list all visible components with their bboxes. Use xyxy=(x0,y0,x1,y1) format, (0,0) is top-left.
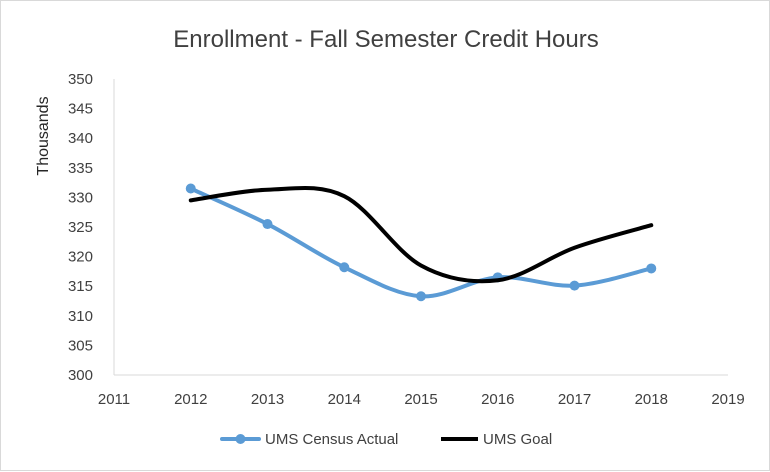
series-line-ums-goal xyxy=(188,185,654,284)
y-tick-label: 315 xyxy=(68,278,93,295)
x-tick-label: 2019 xyxy=(711,391,744,408)
data-point-ums-census-actual xyxy=(646,263,657,274)
series-layer xyxy=(185,183,657,302)
chart-title: Enrollment - Fall Semester Credit Hours xyxy=(173,26,598,53)
x-tick-label: 2015 xyxy=(404,391,437,408)
x-tick-labels: 2011 2012 2013 2014 2015 2016 2017 2018 2019 xyxy=(98,391,745,408)
y-tick-label: 300 xyxy=(68,367,93,384)
x-tick-label: 2018 xyxy=(635,391,668,408)
y-tick-label: 345 xyxy=(68,101,93,118)
y-tick-label: 340 xyxy=(68,130,93,147)
y-tick-label: 335 xyxy=(68,160,93,177)
data-point-ums-census-actual xyxy=(339,262,350,273)
y-tick-label: 350 xyxy=(68,71,93,88)
y-tick-labels: 300 305 310 315 320 325 330 335 340 345 350 xyxy=(68,71,93,384)
data-point-ums-census-actual xyxy=(262,219,273,230)
y-axis-label: Thousands xyxy=(35,96,52,175)
legend-label-ums-goal: UMS Goal xyxy=(483,431,552,448)
data-point-ums-census-actual xyxy=(416,291,426,302)
series-line-ums-census-actual xyxy=(188,186,654,299)
legend-label-ums-census-actual: UMS Census Actual xyxy=(265,431,398,448)
y-tick-label: 330 xyxy=(68,189,93,206)
x-tick-label: 2017 xyxy=(558,391,591,408)
x-tick-label: 2012 xyxy=(174,391,207,408)
y-tick-label: 325 xyxy=(68,219,93,236)
data-point-ums-census-actual xyxy=(569,280,580,291)
legend: UMS Census Actual UMS Goal xyxy=(220,431,552,448)
x-tick-label: 2016 xyxy=(481,391,514,408)
y-tick-label: 320 xyxy=(68,249,93,266)
data-point-ums-census-actual xyxy=(185,183,196,194)
y-tick-label: 305 xyxy=(68,337,93,354)
x-tick-label: 2011 xyxy=(98,391,130,408)
y-tick-label: 310 xyxy=(68,308,93,325)
x-tick-label: 2014 xyxy=(328,391,361,408)
legend-marker-ums-census-actual xyxy=(235,434,246,444)
x-tick-label: 2013 xyxy=(251,391,284,408)
